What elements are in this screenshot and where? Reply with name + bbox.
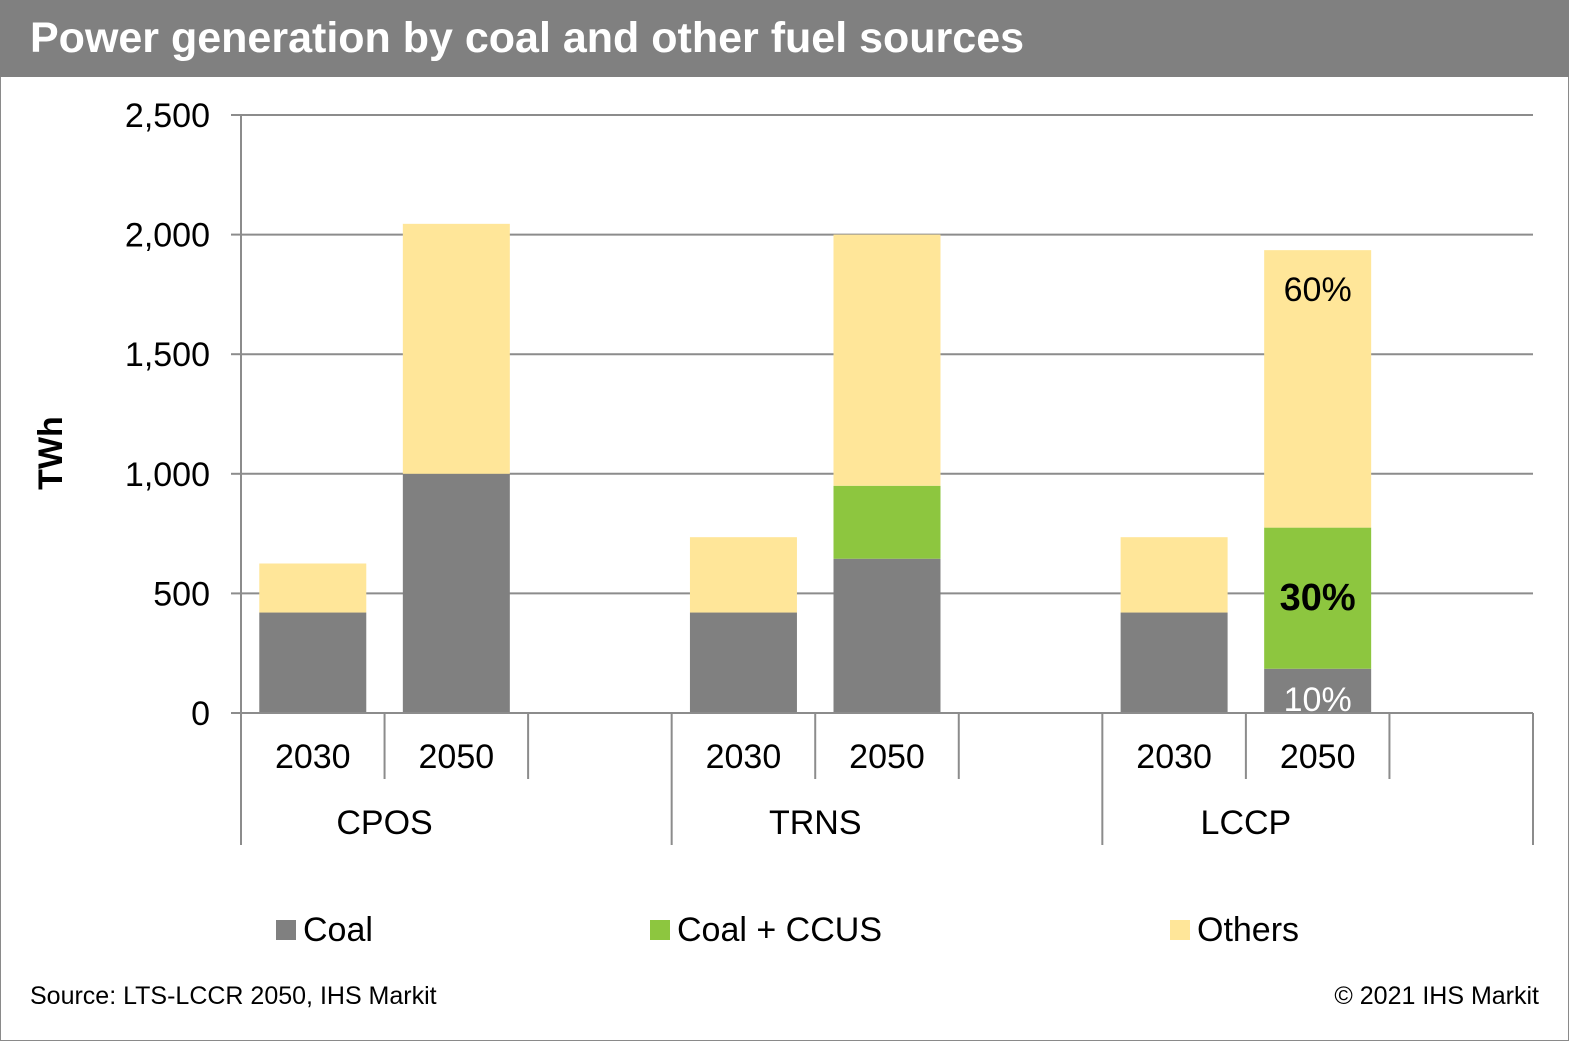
y-tick-label: 0 [191, 695, 210, 733]
bar-coal-ccus-lccp-2050 [1264, 527, 1372, 669]
legend-label: Others [1197, 911, 1299, 949]
x-axis-labels: 2030 2050 CPOS 2030 2050 TRNS 2030 2050 LCCP [275, 738, 1356, 842]
legend-swatch [650, 920, 670, 940]
legend-label: Coal [303, 911, 373, 949]
bar-others-lccp-2030 [1120, 537, 1228, 613]
bar-coal-lccp-2050 [1264, 668, 1372, 713]
data-label: 60% [1284, 271, 1352, 309]
legend-swatch [1170, 920, 1190, 940]
bar-coal-cpos-2030 [259, 612, 367, 713]
axes [240, 115, 1534, 845]
legend: Coal Coal + CCUS Others [276, 911, 1299, 949]
bar-coal-lccp-2030 [1120, 612, 1228, 713]
y-tick-label: 2,500 [125, 97, 210, 135]
bar-coal-ccus-trns-2050 [833, 485, 941, 559]
data-label: 10% [1284, 681, 1352, 719]
bar-others-trns-2030 [689, 537, 797, 613]
y-tick-label: 1,500 [125, 336, 210, 374]
x-tick-label: 2030 [275, 738, 351, 776]
annotations: 10% 30% 60% [1280, 271, 1356, 719]
y-tick-labels: 0 500 1,000 1,500 2,000 2,500 [125, 97, 210, 733]
x-tick-label: 2030 [706, 738, 782, 776]
x-tick-label: 2050 [419, 738, 495, 776]
title-bar: Power generation by coal and other fuel … [0, 0, 1569, 77]
bar-others-trns-2050 [833, 234, 941, 486]
x-tick-label: 2050 [849, 738, 925, 776]
data-label: 30% [1280, 577, 1356, 619]
y-axis-label: TWh [32, 416, 70, 490]
x-tick-label: 2030 [1136, 738, 1212, 776]
bar-coal-cpos-2050 [402, 473, 510, 713]
bar-coal-trns-2030 [689, 612, 797, 713]
bar-others-lccp-2050 [1264, 250, 1372, 528]
group-label: LCCP [1201, 804, 1292, 842]
copyright-note: © 2021 IHS Markit [1334, 982, 1539, 1010]
bar-others-cpos-2050 [402, 223, 510, 474]
y-tick-label: 500 [153, 575, 210, 613]
bars [259, 223, 1372, 713]
bar-others-cpos-2030 [259, 563, 367, 613]
group-label: TRNS [769, 804, 862, 842]
chart-area: TWh 0 500 1,000 1,500 2,000 2,500 2030 2050 CPO… [32, 97, 1534, 949]
legend-label: Coal + CCUS [677, 911, 882, 949]
bar-coal-trns-2050 [833, 558, 941, 713]
group-label: CPOS [336, 804, 432, 842]
y-tick-label: 2,000 [125, 217, 210, 255]
chart-title: Power generation by coal and other fuel … [30, 14, 1025, 62]
y-tick-label: 1,000 [125, 456, 210, 494]
source-note: Source: LTS-LCCR 2050, IHS Markit [30, 982, 437, 1010]
legend-swatch [276, 920, 296, 940]
x-tick-label: 2050 [1280, 738, 1356, 776]
